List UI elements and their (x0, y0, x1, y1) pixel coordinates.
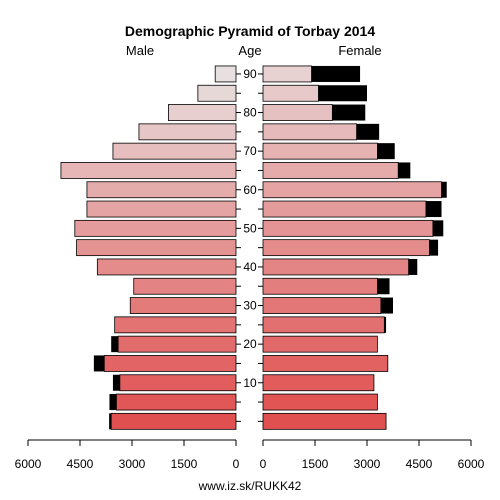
female-bar-60-64 (262, 181, 442, 199)
chart-title: Demographic Pyramid of Torbay 2014 (125, 23, 375, 39)
female-bar-65-69 (262, 162, 399, 179)
male-excess-0-4 (109, 413, 112, 430)
female-excess-55-59 (425, 201, 442, 218)
female-bar-55-59 (262, 200, 427, 218)
female-bar-35-39 (262, 277, 378, 295)
female-excess-70-74 (377, 143, 395, 160)
male-excess-15-19 (93, 355, 105, 372)
female-bar-15-19 (262, 355, 389, 372)
male-bar-90+ (214, 65, 237, 83)
male-bar-25-29 (114, 316, 237, 334)
female-bar-75-79 (262, 123, 357, 141)
female-x-tick-label: 6000 (458, 457, 485, 471)
age-tick-label: 70 (243, 144, 257, 158)
male-bar-85-89 (197, 84, 237, 102)
footer-source: www.iz.sk/RUKK42 (198, 479, 302, 493)
female-excess-60-64 (441, 181, 447, 198)
male-bar-40-44 (96, 258, 237, 276)
male-excess-10-14 (112, 374, 120, 391)
age-tick-label: 80 (243, 106, 257, 120)
male-bar-10-14 (119, 374, 237, 392)
age-tick-label: 20 (243, 337, 257, 351)
male-x-tick-label: 4500 (67, 457, 94, 471)
male-bar-75-79 (138, 123, 237, 141)
female-excess-35-39 (377, 278, 390, 295)
male-bar-65-69 (60, 162, 237, 179)
age-label: Age (238, 43, 261, 58)
female-x-tick-label: 1500 (302, 457, 329, 471)
female-bar-10-14 (262, 374, 375, 392)
male-bar-30-34 (129, 297, 237, 314)
female-bar-85-89 (262, 84, 319, 102)
female-bar-50-54 (262, 219, 434, 237)
female-bar-20-24 (262, 335, 378, 353)
male-bar-15-19 (103, 355, 237, 372)
male-bar-50-54 (74, 219, 237, 237)
female-bar-5-9 (262, 393, 378, 411)
age-tick-label: 40 (243, 260, 257, 274)
male-bar-60-64 (86, 181, 237, 199)
female-bar-40-44 (262, 258, 410, 276)
male-x-tick-label: 6000 (15, 457, 42, 471)
age-tick-label: 50 (243, 221, 257, 235)
age-tick-label: 60 (243, 183, 257, 197)
female-bar-80-84 (262, 104, 333, 121)
female-excess-45-49 (429, 239, 439, 256)
axes-group: 10 20 30 40 50 60 70 80 90 6000 4500 3000 1500 0 0 1500… (15, 67, 485, 471)
female-excess-80-84 (332, 104, 366, 121)
male-bar-0-4 (110, 412, 237, 430)
female-excess-30-34 (380, 297, 393, 314)
female-bar-25-29 (262, 316, 385, 334)
female-x-tick-label: 0 (260, 457, 267, 471)
male-bar-20-24 (117, 335, 237, 353)
female-excess-90+ (311, 65, 361, 82)
male-bar-35-39 (133, 277, 237, 295)
male-x-tick-label: 3000 (119, 457, 146, 471)
age-tick-label: 30 (243, 299, 257, 313)
female-bar-45-49 (262, 239, 430, 257)
age-tick-label: 90 (243, 67, 257, 81)
male-bar-70-74 (112, 142, 237, 160)
male-excess-5-9 (109, 394, 117, 411)
female-label: Female (338, 43, 381, 58)
male-bar-45-49 (76, 239, 237, 257)
male-bar-55-59 (86, 200, 237, 218)
female-excess-65-69 (398, 162, 411, 179)
female-bar-90+ (262, 65, 312, 83)
female-bar-0-4 (262, 412, 387, 430)
female-bar-70-74 (262, 142, 378, 160)
female-excess-85-89 (318, 85, 367, 102)
bars-group (60, 65, 447, 430)
male-bar-5-9 (116, 393, 237, 411)
female-excess-50-54 (432, 220, 444, 237)
female-x-tick-label: 3000 (354, 457, 381, 471)
male-x-tick-label: 1500 (171, 457, 198, 471)
female-bar-30-34 (262, 297, 382, 314)
male-bar-80-84 (167, 104, 237, 121)
age-tick-label: 10 (243, 376, 257, 390)
male-label: Male (126, 43, 154, 58)
female-excess-75-79 (356, 123, 380, 140)
female-excess-40-44 (408, 258, 418, 275)
female-x-tick-label: 4500 (406, 457, 433, 471)
male-excess-20-24 (111, 336, 119, 353)
male-x-tick-label: 0 (233, 457, 240, 471)
female-excess-25-29 (384, 316, 387, 333)
